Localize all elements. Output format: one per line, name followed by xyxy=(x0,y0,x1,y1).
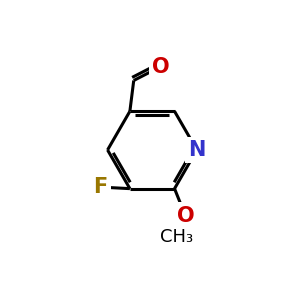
Text: N: N xyxy=(188,140,206,160)
Text: F: F xyxy=(94,177,108,197)
Text: O: O xyxy=(176,206,194,226)
Text: CH₃: CH₃ xyxy=(160,228,193,246)
Text: O: O xyxy=(152,57,170,76)
